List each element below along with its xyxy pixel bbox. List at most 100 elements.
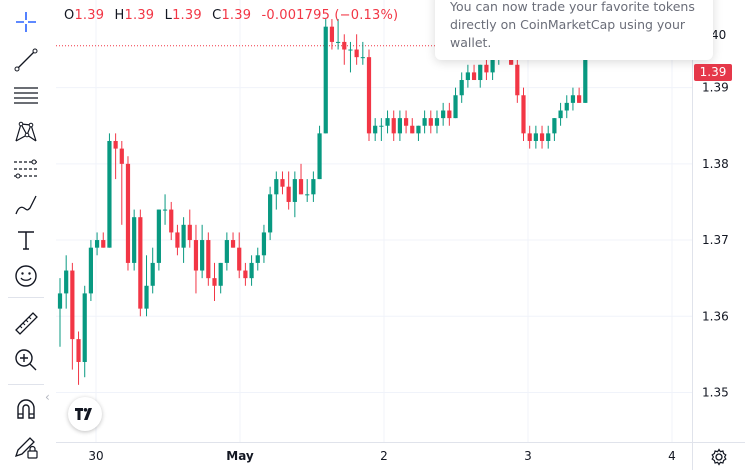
candle (200, 224, 205, 279)
candle-body (521, 95, 526, 134)
candle-body (583, 49, 588, 103)
tradingview-logo-icon (75, 408, 92, 420)
horizontal-lines-tool[interactable] (8, 81, 44, 111)
candle (125, 156, 131, 271)
open-value: 1.39 (74, 8, 105, 23)
candle-body (119, 148, 124, 164)
candle-body (64, 270, 69, 294)
candle (546, 125, 551, 149)
candle (162, 194, 168, 225)
chart-settings-gear-icon[interactable] (710, 448, 728, 466)
candle (274, 171, 279, 210)
candle-body (422, 118, 427, 126)
candle-body (70, 270, 75, 340)
high-value: 1.39 (124, 8, 155, 23)
candle (249, 255, 254, 286)
candle-body (490, 57, 495, 73)
candle-body (385, 118, 390, 126)
candle-body (261, 232, 267, 256)
candle-body (329, 26, 335, 42)
close-label: C (212, 8, 222, 23)
candle (428, 110, 433, 134)
candle-body (403, 118, 409, 126)
candle-body (366, 57, 372, 134)
candle (88, 240, 93, 302)
fib-retracement-tool[interactable] (8, 154, 44, 184)
candle (539, 125, 545, 149)
low-value: 1.39 (172, 8, 202, 23)
text-tool[interactable] (8, 225, 44, 255)
emoji-tool[interactable] (8, 261, 44, 291)
pattern-tool[interactable] (8, 117, 44, 147)
candle (403, 110, 409, 134)
y-tick-label: 1.36 (702, 309, 729, 323)
candle-body (478, 64, 483, 81)
magnet-icon (17, 399, 35, 419)
x-tick-label: 30 (88, 449, 103, 463)
candle-body (57, 293, 63, 309)
candle (280, 171, 285, 195)
candle-body (348, 49, 353, 51)
candle-body (162, 209, 168, 211)
candle-body (428, 118, 433, 126)
close-value: 1.39 (221, 8, 252, 23)
zoom-in-tool[interactable] (8, 345, 44, 375)
lock-drawing-tool[interactable] (8, 432, 44, 462)
candle-body (379, 125, 384, 127)
tradingview-logo[interactable] (68, 397, 102, 431)
candle-body (527, 133, 532, 141)
candle (434, 110, 440, 134)
candle-body (243, 270, 248, 279)
candle-body (354, 49, 359, 58)
candle (181, 217, 186, 263)
candle-body (410, 125, 415, 134)
candle (305, 179, 310, 202)
candle-body (397, 118, 402, 134)
x-tick-label: May (226, 449, 254, 463)
candle-body (305, 194, 310, 196)
candle (527, 125, 532, 149)
candle (94, 232, 100, 256)
candle-body (187, 224, 192, 241)
toast-text: You can now trade your favorite tokens d… (450, 0, 695, 50)
candle-body (193, 240, 199, 271)
candle (416, 125, 421, 141)
candle-body (570, 95, 576, 103)
trend-line-tool[interactable] (8, 45, 44, 75)
candle (268, 186, 273, 241)
collapse-toolbar-arrow[interactable]: ‹ (45, 390, 50, 404)
candle-body (76, 339, 81, 362)
emoji-icon (15, 265, 37, 287)
fib-retracement-icon (14, 159, 38, 179)
candle (76, 331, 81, 385)
candle (379, 118, 384, 141)
candle-body (577, 95, 582, 103)
magnet-tool[interactable] (8, 394, 44, 424)
trade-notification-toast[interactable]: You can now trade your favorite tokens d… (435, 0, 713, 60)
candle-body (311, 179, 316, 195)
crosshair-tool[interactable] (8, 7, 44, 37)
candle-body (212, 278, 217, 286)
candle (224, 232, 229, 271)
ruler-tool[interactable] (8, 308, 44, 338)
candle-body (156, 209, 161, 263)
candle (138, 209, 143, 317)
candle (459, 72, 464, 103)
candle-body (323, 26, 328, 134)
candle (70, 262, 75, 370)
candle (410, 118, 415, 134)
toolbar-divider (8, 297, 44, 298)
brush-tool[interactable] (8, 190, 44, 220)
y-tick-label-partial: 40 (711, 28, 726, 42)
candle-body (317, 133, 322, 180)
candle-body (230, 240, 236, 248)
candle (342, 34, 347, 65)
candle (373, 118, 378, 141)
candle (360, 41, 365, 65)
ruler-icon (15, 312, 38, 335)
candle (441, 102, 446, 126)
candle-body (441, 110, 446, 119)
candle (311, 171, 316, 202)
candle (230, 232, 236, 248)
